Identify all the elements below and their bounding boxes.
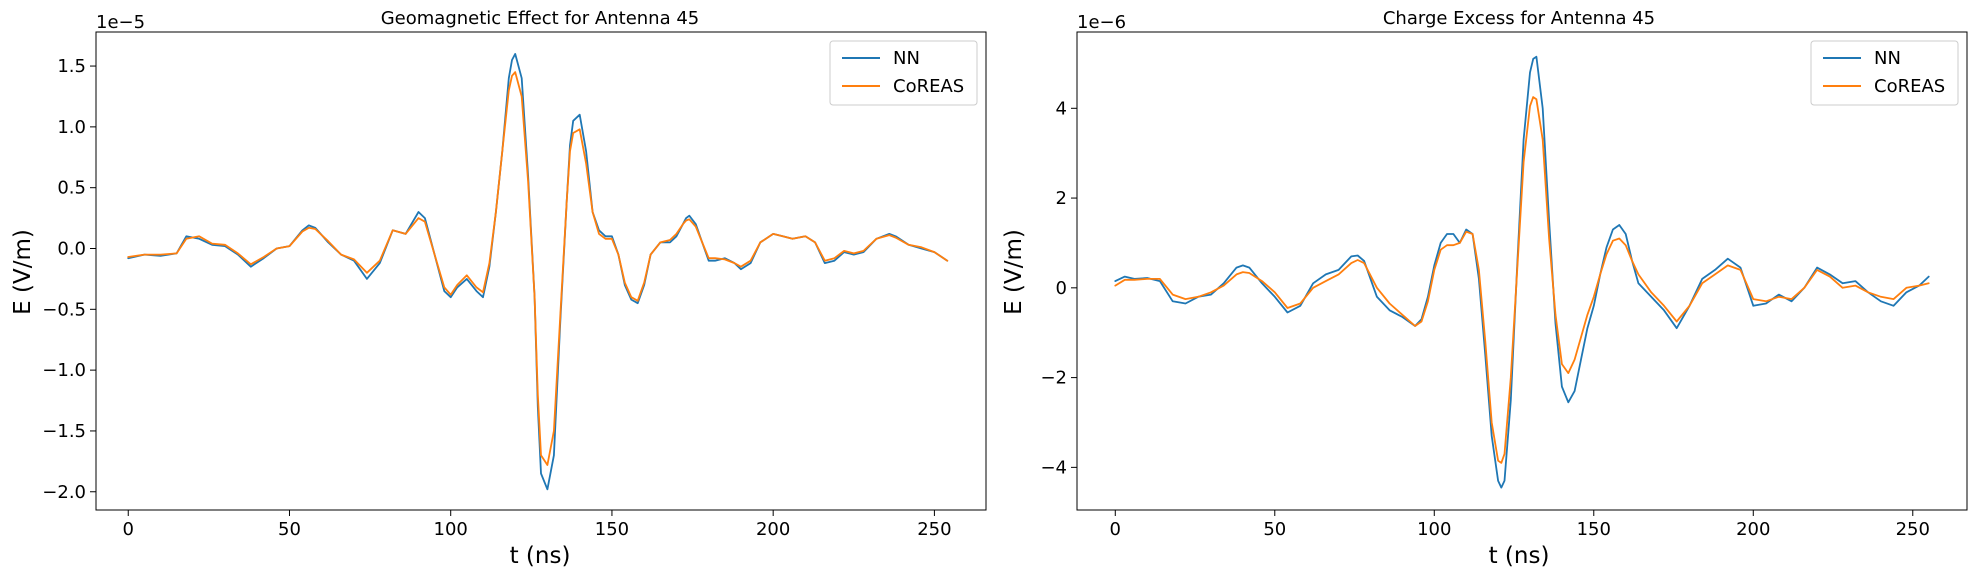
series-line-nn — [127, 53, 949, 491]
x-tick-label: 0 — [1110, 519, 1121, 540]
y-tick-label: 1.5 — [57, 56, 86, 77]
y-tick-label: −0.5 — [42, 299, 86, 320]
plot-frame — [1076, 31, 1968, 511]
y-axis-label: E (V/m) — [10, 229, 36, 315]
y-offset-text: 1e−6 — [1077, 12, 1126, 33]
x-tick-label: 250 — [917, 519, 951, 540]
axis-ticks: 0 50 100 150 200 250 1.5 1.0 0.5 0.0 −0.5 −1.0 −1.5 −… — [42, 56, 951, 540]
x-axis-label: t (ns) — [510, 543, 571, 569]
legend-label-coreas: CoREAS — [1874, 76, 1945, 97]
series-line-nn — [1114, 55, 1930, 489]
x-tick-label: 150 — [1577, 519, 1611, 540]
y-tick-label: −1.0 — [42, 360, 86, 381]
x-tick-label: 50 — [278, 519, 301, 540]
x-axis-label: t (ns) — [1489, 543, 1550, 569]
y-tick-label: −4 — [1040, 457, 1067, 478]
series-lines — [1114, 55, 1930, 489]
axis-ticks: 0 50 100 150 200 250 4 2 0 −2 −4 — [1040, 98, 1929, 540]
legend: NN CoREAS — [1810, 40, 1959, 106]
plot-frame — [95, 31, 987, 511]
chart-title: Geomagnetic Effect for Antenna 45 — [381, 8, 700, 29]
x-tick-label: 50 — [1263, 519, 1286, 540]
legend-label-nn: NN — [893, 48, 920, 69]
chart-charge-excess: Charge Excess for Antenna 45 1e−6 E (V/m… — [1001, 8, 1968, 569]
y-tick-label: 0.5 — [57, 178, 86, 199]
y-tick-label: −1.5 — [42, 421, 86, 442]
legend: NN CoREAS — [829, 40, 978, 106]
y-tick-label: 1.0 — [57, 117, 86, 138]
x-tick-label: 250 — [1896, 519, 1930, 540]
x-tick-label: 100 — [1417, 519, 1451, 540]
chart-geomagnetic-effect: Geomagnetic Effect for Antenna 45 1e−5 E… — [10, 8, 987, 569]
x-tick-label: 200 — [756, 519, 790, 540]
y-tick-label: −2 — [1040, 368, 1067, 389]
series-lines — [127, 53, 949, 491]
x-tick-label: 100 — [434, 519, 468, 540]
x-tick-label: 150 — [595, 519, 629, 540]
y-tick-label: 4 — [1056, 98, 1067, 119]
series-line-coreas — [1114, 96, 1930, 464]
series-line-coreas — [127, 71, 949, 466]
y-offset-text: 1e−5 — [96, 12, 145, 33]
y-tick-label: 0.0 — [57, 238, 86, 259]
y-axis-label: E (V/m) — [1001, 229, 1027, 315]
legend-label-coreas: CoREAS — [893, 76, 964, 97]
y-tick-label: 0 — [1056, 278, 1067, 299]
y-tick-label: 2 — [1056, 188, 1067, 209]
y-tick-label: −2.0 — [42, 482, 86, 503]
x-tick-label: 200 — [1736, 519, 1770, 540]
chart-title: Charge Excess for Antenna 45 — [1383, 8, 1655, 29]
legend-label-nn: NN — [1874, 48, 1901, 69]
x-tick-label: 0 — [123, 519, 134, 540]
